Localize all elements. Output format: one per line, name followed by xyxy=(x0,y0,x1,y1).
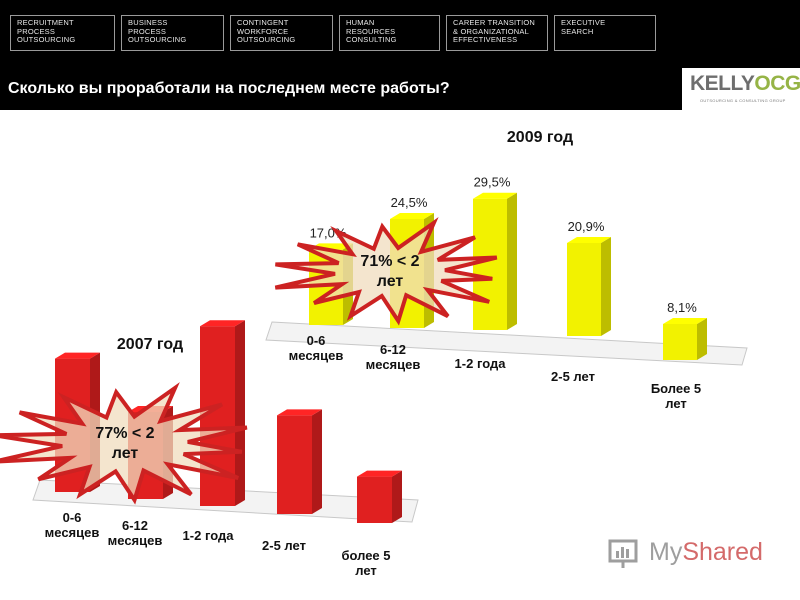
chart-floor xyxy=(265,321,748,366)
bar-top-3 xyxy=(567,236,611,243)
callout-burst-0 xyxy=(274,217,498,326)
bar-top-4 xyxy=(663,317,707,324)
category-label-2: 1-2 года xyxy=(455,356,507,371)
bar-front-3 xyxy=(567,242,601,336)
bar-side-3 xyxy=(601,236,611,336)
page-title: Сколько вы проработали на последнем мест… xyxy=(8,80,450,97)
bar-front-4 xyxy=(357,476,392,523)
watermark-shared: Shared xyxy=(682,538,763,566)
callout-burst-1 xyxy=(0,382,248,505)
logo-wordmark: KELLYOCG xyxy=(690,72,800,96)
data-label-1: 24,5% xyxy=(391,195,428,210)
bar-top-3 xyxy=(277,409,322,416)
nav-item-6[interactable]: EXECUTIVE SEARCH xyxy=(554,15,656,51)
category-label-3: 2-5 лет xyxy=(551,369,595,384)
kelly-ocg-logo: KELLYOCG OUTSOURCING & CONSULTING GROUP xyxy=(682,68,800,110)
category-label-3: 2-5 лет xyxy=(262,538,306,553)
nav-item-3[interactable]: CONTINGENT WORKFORCE OUTSOURCING xyxy=(230,15,333,51)
myshared-watermark: MyShared xyxy=(607,535,767,571)
header-bar xyxy=(0,0,800,110)
bar-top-2 xyxy=(200,320,245,327)
bar-front-3 xyxy=(277,415,312,514)
category-label-1: 6-12 месяцев xyxy=(108,518,163,548)
category-label-4: Более 5 лет xyxy=(651,381,701,411)
bar-top-1 xyxy=(390,212,434,219)
data-label-3: 20,9% xyxy=(568,219,605,234)
category-label-2: 1-2 года xyxy=(183,528,235,543)
data-label-4: 8,1% xyxy=(667,300,697,315)
watermark-my: My xyxy=(649,538,683,566)
callout-text-0: 71% < 2 лет xyxy=(360,253,419,290)
bar-side-4 xyxy=(392,470,402,523)
data-label-0: 17,0% xyxy=(310,225,347,240)
presentation-icon xyxy=(608,539,638,568)
callout-text-1: 77% < 2 лет xyxy=(95,425,154,462)
bar-side-2 xyxy=(507,192,517,330)
bar-front-4 xyxy=(663,323,697,360)
chart-title: 2007 год xyxy=(117,336,183,353)
nav-item-1[interactable]: RECRUITMENT PROCESS OUTSOURCING xyxy=(10,15,115,51)
bar-side-3 xyxy=(312,409,322,514)
category-label-0: 0-6 месяцев xyxy=(289,333,344,363)
nav-item-2[interactable]: BUSINESS PROCESS OUTSOURCING xyxy=(121,15,224,51)
logo-accent: OCG xyxy=(754,72,800,95)
watermark-text: MyShared xyxy=(649,538,763,567)
bar-top-2 xyxy=(473,192,517,199)
category-label-0: 0-6 месяцев xyxy=(45,510,100,540)
logo-tagline: OUTSOURCING & CONSULTING GROUP xyxy=(700,98,786,103)
bar-top-0 xyxy=(55,352,100,359)
bar-front-2 xyxy=(473,198,507,330)
nav-item-4[interactable]: HUMAN RESOURCES CONSULTING xyxy=(339,15,440,51)
chart-title: 2009 год xyxy=(507,129,573,146)
bar-side-2 xyxy=(235,320,245,506)
nav-item-5[interactable]: CAREER TRANSITION & ORGANIZATIONAL EFFEC… xyxy=(446,15,548,51)
bar-side-4 xyxy=(697,317,707,360)
category-label-4: более 5 лет xyxy=(341,548,390,578)
logo-main: KELLY xyxy=(690,72,755,95)
category-label-1: 6-12 месяцев xyxy=(366,342,421,372)
bar-top-4 xyxy=(357,470,402,477)
data-label-2: 29,5% xyxy=(474,175,511,190)
